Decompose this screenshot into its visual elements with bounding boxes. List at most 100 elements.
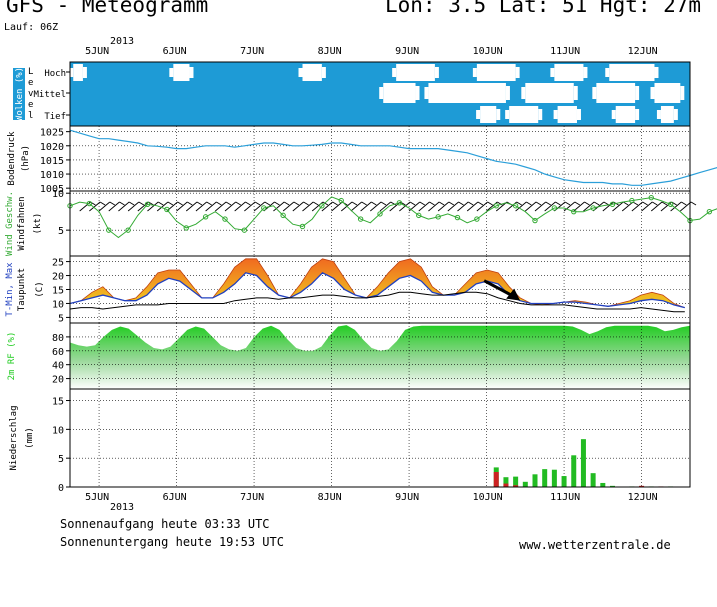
cloud-label-box	[13, 68, 25, 120]
wind-speed-point	[222, 216, 228, 222]
wind-barb-feather	[535, 201, 542, 206]
dewpoint-line	[69, 291, 685, 313]
cloud-axis-label: Wolken (%)	[15, 67, 25, 121]
wind-barb-feather	[138, 201, 145, 206]
cloud-edge	[415, 86, 420, 100]
cloud-edge	[521, 87, 526, 99]
wind-barb-feather	[254, 201, 261, 206]
rain-bar	[522, 481, 528, 487]
y-axis-label: (kt)	[33, 213, 43, 235]
wind-barb-feather	[235, 201, 241, 206]
wind-barb-feather	[245, 201, 251, 206]
wind-barb	[379, 201, 392, 212]
wind-speed-point	[106, 227, 112, 233]
wind-speed-line	[69, 196, 717, 239]
rh-axis-label: 2m RF (%)	[7, 332, 17, 381]
wind-barb	[137, 201, 149, 212]
wind-speed-point	[629, 197, 635, 204]
cloud-edge	[656, 110, 661, 119]
cloud-edge	[505, 110, 510, 119]
rain-bar	[532, 474, 538, 487]
wind-speed-point	[202, 214, 209, 220]
rain-bar	[610, 485, 615, 487]
wind-speed-point	[667, 201, 674, 207]
cloud-block	[596, 83, 636, 103]
wind-barb-feather	[332, 201, 338, 206]
wind-barb	[234, 201, 246, 212]
cloud-edge	[392, 68, 397, 77]
cloud-edge	[576, 109, 581, 120]
day-label-bottom: 12JUN	[628, 492, 658, 503]
year-label-bottom: 2013	[110, 502, 134, 513]
cloud-level-label: Hoch	[44, 69, 66, 79]
run-label: Lauf: 06Z	[4, 22, 58, 33]
wind-barb-feather	[584, 201, 590, 206]
wind-barb-feather	[487, 201, 493, 206]
wind-barb-feather	[477, 201, 484, 206]
wind-speed-point	[609, 201, 616, 207]
cloud-edge	[515, 67, 520, 78]
day-label-top: 5JUN	[85, 46, 109, 57]
rain-bar	[600, 482, 606, 487]
cloud-block	[609, 64, 655, 81]
top-day-labels: 5JUN 6JUN 7JUN 8JUN 9JUN 10JUN 11JUN 12JUN	[85, 46, 658, 57]
wind-speed-point	[648, 194, 654, 201]
y-tick-label: 10	[52, 425, 64, 436]
wind-barb-feather	[467, 201, 474, 206]
level-axis-letter: e	[28, 100, 33, 110]
wind-barb	[457, 201, 469, 212]
wind-barb-feather	[303, 201, 309, 206]
sunset-text: Sonnenuntergang heute 19:53 UTC	[60, 535, 284, 549]
day-label-top: 6JUN	[163, 46, 187, 57]
annotation-arrow-head	[506, 288, 521, 301]
wind-barb-feather	[555, 201, 561, 206]
wind-barb-feather	[128, 201, 135, 206]
cloud-edge	[605, 68, 610, 77]
wind-barb	[89, 201, 101, 212]
wind-speed-point	[280, 212, 286, 219]
wind-barb	[292, 201, 304, 212]
y-tick-label: 60	[52, 347, 64, 358]
wind-barb	[224, 201, 237, 212]
cloud-block	[383, 83, 416, 103]
wind-barb	[631, 201, 643, 212]
rh-fill	[70, 325, 690, 389]
convective-bar	[639, 485, 645, 487]
humidity-panel: 20 40 60 80 2m RF (%)	[7, 322, 691, 390]
y-tick-label: 15	[52, 286, 64, 297]
day-label-bottom: 5JUN	[85, 492, 109, 503]
wind-barb	[185, 201, 198, 212]
wind-speed-point	[512, 203, 519, 209]
wind-barb	[583, 201, 595, 212]
cloud-edge	[673, 109, 678, 120]
wind-barb-feather	[283, 201, 290, 206]
wind-barb-feather	[371, 201, 377, 206]
cloud-edge	[189, 67, 194, 78]
cloud-edge	[424, 87, 429, 99]
cloud-block	[525, 83, 574, 103]
rain-bar	[542, 469, 548, 487]
wind-barb	[195, 201, 207, 212]
y-tick-label: 5	[58, 226, 64, 237]
y-axis-label: Windfahnen	[17, 196, 27, 250]
day-label-top: 8JUN	[318, 46, 342, 57]
cloud-edge	[553, 110, 558, 119]
wind-barb	[399, 201, 411, 212]
rain-bar	[561, 476, 567, 487]
wind-barb-feather	[419, 201, 426, 206]
wind-barb	[447, 201, 459, 212]
wind-barb	[156, 201, 169, 212]
wind-speed-point	[241, 227, 248, 233]
wind-barb-feather	[99, 201, 106, 206]
day-label-bottom: 8JUN	[318, 492, 342, 503]
wind-barb-feather	[187, 201, 193, 206]
credit-text: www.wetterzentrale.de	[519, 538, 671, 552]
model-title: GFS - Meteogramm	[6, 0, 208, 17]
wind-barb-feather	[458, 201, 464, 206]
cloud-edge	[169, 68, 174, 77]
wind-speed-point	[299, 223, 306, 230]
y-tick-label: 10	[52, 299, 64, 310]
wind-speed-point	[164, 206, 170, 213]
cloud-edge	[321, 67, 326, 78]
wind-barb	[108, 201, 120, 212]
